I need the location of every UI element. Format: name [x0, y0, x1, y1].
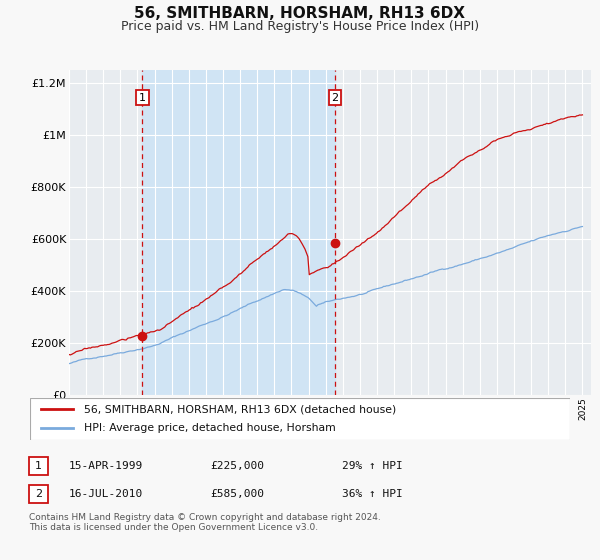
Text: 29% ↑ HPI: 29% ↑ HPI: [342, 461, 403, 471]
Text: Contains HM Land Registry data © Crown copyright and database right 2024.: Contains HM Land Registry data © Crown c…: [29, 513, 380, 522]
Text: £585,000: £585,000: [210, 489, 264, 499]
Text: 56, SMITHBARN, HORSHAM, RH13 6DX: 56, SMITHBARN, HORSHAM, RH13 6DX: [134, 6, 466, 21]
Text: 36% ↑ HPI: 36% ↑ HPI: [342, 489, 403, 499]
Bar: [142, 70, 335, 395]
Text: Price paid vs. HM Land Registry's House Price Index (HPI): Price paid vs. HM Land Registry's House …: [121, 20, 479, 33]
Text: 16-JUL-2010: 16-JUL-2010: [69, 489, 143, 499]
Text: HPI: Average price, detached house, Horsham: HPI: Average price, detached house, Hors…: [84, 423, 336, 433]
Text: This data is licensed under the Open Government Licence v3.0.: This data is licensed under the Open Gov…: [29, 523, 318, 532]
Text: 2: 2: [331, 92, 338, 102]
Text: 15-APR-1999: 15-APR-1999: [69, 461, 143, 471]
Text: 2: 2: [35, 489, 42, 499]
Text: 1: 1: [35, 461, 42, 471]
Text: £225,000: £225,000: [210, 461, 264, 471]
Text: 1: 1: [139, 92, 146, 102]
Text: 56, SMITHBARN, HORSHAM, RH13 6DX (detached house): 56, SMITHBARN, HORSHAM, RH13 6DX (detach…: [84, 404, 396, 414]
